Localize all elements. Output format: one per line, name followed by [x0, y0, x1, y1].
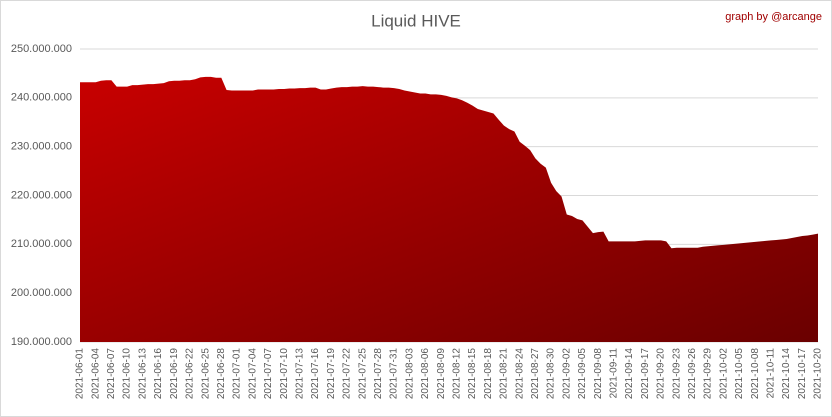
x-tick-label: 2021-08-09	[436, 348, 447, 400]
x-tick-label: 2021-09-17	[640, 348, 651, 400]
x-tick-label: 2021-07-25	[357, 348, 368, 400]
x-tick-label: 2021-08-21	[499, 348, 510, 400]
x-tick-label: 2021-06-13	[137, 348, 148, 400]
x-tick-label: 2021-08-30	[546, 348, 557, 400]
x-tick-label: 2021-06-04	[90, 348, 101, 400]
x-tick-label: 2021-10-20	[813, 348, 824, 400]
x-tick-label: 2021-10-11	[766, 348, 777, 399]
y-tick-label: 190.000.000	[11, 336, 72, 348]
annotation: graph by @arcange	[725, 11, 822, 23]
x-tick-label: 2021-07-19	[326, 348, 337, 400]
x-tick-label: 2021-07-28	[373, 348, 384, 400]
chart-title: Liquid HIVE	[371, 11, 461, 30]
x-tick-label: 2021-08-15	[467, 348, 478, 400]
x-tick-label: 2021-09-23	[671, 348, 682, 400]
x-tick-label: 2021-08-03	[404, 348, 415, 400]
x-tick-label: 2021-06-16	[153, 348, 164, 400]
x-tick-label: 2021-10-05	[734, 348, 745, 400]
x-tick-label: 2021-06-22	[185, 348, 196, 400]
x-tick-label: 2021-09-05	[577, 348, 588, 400]
x-tick-label: 2021-07-01	[232, 348, 243, 400]
x-tick-label: 2021-07-10	[279, 348, 290, 400]
y-tick-label: 250.000.000	[11, 43, 72, 55]
x-tick-label: 2021-09-14	[624, 348, 635, 400]
x-tick-label: 2021-10-17	[797, 348, 808, 400]
x-tick-label: 2021-09-20	[656, 348, 667, 400]
x-tick-label: 2021-09-11	[609, 348, 620, 399]
area	[80, 76, 818, 342]
x-tick-label: 2021-09-08	[593, 348, 604, 400]
x-tick-label: 2021-08-06	[420, 348, 431, 400]
x-tick-label: 2021-10-08	[750, 348, 761, 400]
x-tick-label: 2021-06-10	[122, 348, 133, 400]
x-tick-label: 2021-08-24	[514, 348, 525, 400]
y-tick-label: 200.000.000	[11, 287, 72, 299]
x-tick-label: 2021-07-07	[263, 348, 274, 400]
y-tick-label: 240.000.000	[11, 92, 72, 104]
x-tick-label: 2021-07-16	[310, 348, 321, 400]
y-tick-label: 210.000.000	[11, 238, 72, 250]
x-tick-label: 2021-10-14	[781, 348, 792, 400]
x-tick-label: 2021-06-28	[216, 348, 227, 400]
x-tick-label: 2021-07-13	[294, 348, 305, 400]
x-tick-label: 2021-09-29	[703, 348, 714, 400]
x-tick-label: 2021-07-31	[389, 348, 400, 400]
x-tick-label: 2021-07-22	[342, 348, 353, 400]
x-tick-label: 2021-08-27	[530, 348, 541, 400]
x-tick-label: 2021-08-12	[451, 348, 462, 400]
x-tick-label: 2021-06-07	[106, 348, 117, 400]
x-tick-label: 2021-06-01	[75, 348, 86, 400]
x-tick-label: 2021-09-26	[687, 348, 698, 400]
x-tick-label: 2021-07-04	[247, 348, 258, 400]
x-tick-label: 2021-06-25	[200, 348, 211, 400]
x-tick-label: 2021-08-18	[483, 348, 494, 400]
y-tick-label: 220.000.000	[11, 189, 72, 201]
y-tick-label: 230.000.000	[11, 141, 72, 153]
x-tick-label: 2021-06-19	[169, 348, 180, 400]
x-tick-label: 2021-09-02	[561, 348, 572, 400]
x-tick-label: 2021-10-02	[718, 348, 729, 400]
